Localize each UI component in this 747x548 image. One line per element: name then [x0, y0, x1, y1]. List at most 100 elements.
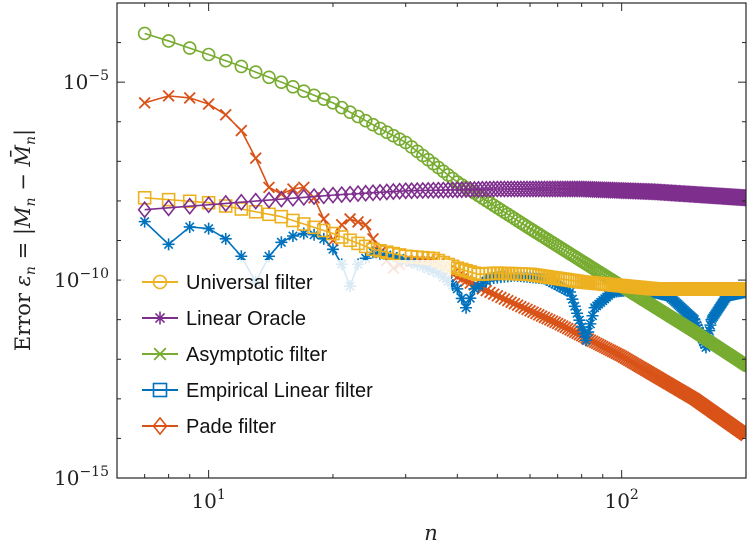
data-point [497, 180, 512, 198]
data-point [234, 59, 249, 74]
data-point [286, 182, 299, 196]
data-point [699, 341, 712, 354]
data-point [688, 313, 701, 326]
data-point [511, 299, 524, 312]
data-point [398, 182, 413, 200]
data-point [218, 194, 233, 213]
data-point [343, 233, 357, 248]
legend-entry: Linear Oracle [142, 308, 306, 330]
data-point [516, 180, 531, 198]
data-point [248, 65, 263, 79]
data-point [262, 250, 275, 263]
data-point [137, 26, 152, 41]
data-point [182, 194, 197, 209]
data-point [182, 197, 197, 215]
data-point [556, 282, 569, 295]
data-point [575, 320, 588, 333]
data-point [507, 180, 522, 198]
data-point [476, 277, 489, 290]
legend-label: Universal filter [186, 272, 313, 294]
data-point [510, 180, 525, 198]
data-point [584, 317, 597, 330]
data-point [738, 189, 746, 207]
legend-marker [153, 311, 167, 325]
data-point [307, 220, 321, 235]
data-point [410, 181, 425, 200]
data-point [373, 183, 388, 202]
data-point [316, 92, 331, 106]
data-point [421, 181, 436, 200]
data-point [161, 34, 176, 48]
data-point [404, 181, 419, 200]
data-point [564, 285, 577, 298]
data-point [392, 182, 407, 200]
legend-entry: Universal filter [142, 272, 313, 294]
data-point [334, 230, 349, 244]
data-point [297, 217, 311, 231]
data-point [571, 307, 584, 320]
data-point [183, 91, 196, 104]
data-point [335, 218, 348, 231]
data-point [334, 100, 349, 115]
ticks-layer: 101 102 10−5 10−10 10−15 [54, 2, 747, 513]
y-tick-label: 10−5 [63, 68, 109, 94]
data-point [286, 229, 299, 242]
data-point [317, 232, 330, 245]
data-point [386, 128, 401, 143]
data-point [451, 282, 464, 295]
data-point [445, 171, 460, 186]
data-point [162, 238, 175, 251]
data-point [296, 188, 311, 207]
data-point [262, 181, 276, 194]
data-point [352, 215, 365, 228]
data-point [343, 105, 357, 119]
data-point [359, 252, 372, 265]
data-point [554, 280, 567, 293]
data-point [297, 181, 310, 194]
legend-label: Empirical Linear filter [186, 380, 373, 402]
data-point [501, 294, 514, 307]
data-point [183, 220, 196, 233]
legend-label: Linear Oracle [186, 308, 306, 330]
data-point [351, 109, 365, 124]
data-point [248, 204, 263, 219]
legend-entry: Asymptotic filter [142, 344, 327, 366]
data-point [201, 195, 216, 214]
data-point [358, 184, 373, 202]
y-tick-label: 10−10 [54, 266, 109, 292]
data-point [494, 203, 508, 217]
data-point [559, 283, 572, 296]
data-point [379, 125, 394, 139]
data-point [468, 282, 481, 295]
data-point [285, 189, 300, 208]
data-point [513, 180, 528, 198]
data-point [366, 232, 380, 245]
data-point [450, 261, 465, 275]
x-axis-label: n [424, 521, 438, 545]
data-point [249, 152, 262, 165]
data-point [274, 75, 289, 89]
data-point [326, 243, 339, 256]
data-point [703, 324, 716, 337]
legend-entry: Pade filter [142, 416, 276, 438]
data-point [201, 47, 216, 62]
data-point [307, 187, 322, 206]
data-point [219, 108, 232, 121]
data-point [316, 223, 331, 238]
data-point [572, 180, 587, 198]
data-point [379, 183, 394, 201]
data-point [460, 301, 473, 314]
legend-marker [153, 347, 167, 361]
data-point [366, 246, 379, 259]
data-point [234, 193, 249, 212]
y-tick-label: 10−15 [54, 464, 109, 490]
data-point [358, 239, 373, 254]
data-point [275, 187, 288, 200]
data-point [274, 190, 289, 208]
data-point [498, 293, 511, 306]
data-point [504, 180, 519, 198]
data-point [490, 200, 505, 215]
data-point [493, 180, 508, 198]
data-point [161, 199, 176, 217]
